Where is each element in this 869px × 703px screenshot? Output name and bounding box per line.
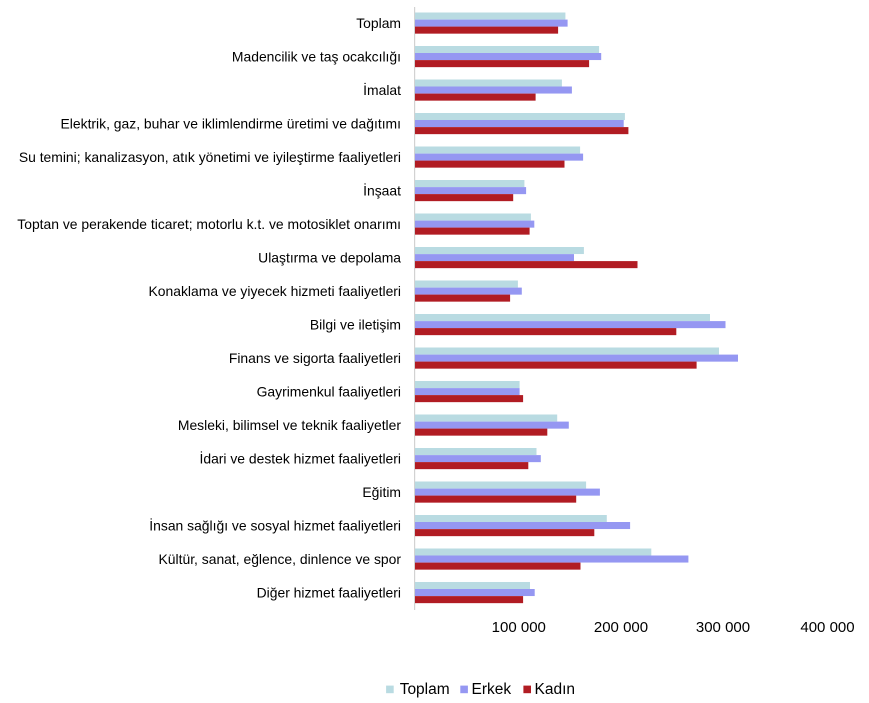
svg-text:Eğitim: Eğitim (362, 484, 401, 500)
svg-text:Kültür, sanat, eğlence, dinlen: Kültür, sanat, eğlence, dinlence ve spor (159, 551, 402, 567)
svg-text:Gayrimenkul faaliyetleri: Gayrimenkul faaliyetleri (257, 384, 401, 400)
svg-text:İdari ve destek hizmet faaliye: İdari ve destek hizmet faaliyetleri (199, 450, 401, 467)
svg-text:200 000: 200 000 (594, 619, 648, 636)
svg-text:Elektrik, gaz, buhar ve ikliml: Elektrik, gaz, buhar ve iklimlendirme ür… (61, 116, 401, 132)
svg-text:Toptan ve perakende ticaret; m: Toptan ve perakende ticaret; motorlu k.t… (17, 216, 401, 232)
svg-text:İmalat: İmalat (363, 81, 401, 98)
svg-text:Erkek: Erkek (472, 681, 512, 698)
svg-text:400 000: 400 000 (800, 619, 854, 636)
svg-text:Madencilik ve taş ocakcılığı: Madencilik ve taş ocakcılığı (232, 49, 401, 65)
svg-text:İnşaat: İnşaat (363, 182, 401, 199)
svg-text:Diğer hizmet faaliyetleri: Diğer hizmet faaliyetleri (257, 585, 401, 601)
svg-text:Toplam: Toplam (400, 681, 450, 698)
svg-text:Finans ve sigorta faaliyetleri: Finans ve sigorta faaliyetleri (229, 350, 401, 366)
svg-text:Su temini; kanalizasyon, atık: Su temini; kanalizasyon, atık yönetimi v… (19, 149, 401, 165)
svg-text:Bilgi ve iletişim: Bilgi ve iletişim (310, 317, 401, 333)
svg-text:Ulaştırma ve depolama: Ulaştırma ve depolama (258, 250, 401, 266)
svg-text:300 000: 300 000 (696, 619, 750, 636)
svg-text:Konaklama ve yiyecek hizmeti f: Konaklama ve yiyecek hizmeti faaliyetler… (149, 283, 401, 299)
svg-text:Toplam: Toplam (356, 15, 401, 31)
svg-text:Kadın: Kadın (535, 681, 576, 698)
svg-text:Mesleki, bilimsel ve teknik fa: Mesleki, bilimsel ve teknik faaliyetler (178, 417, 401, 433)
svg-text:İnsan sağlığı ve sosyal hizmet: İnsan sağlığı ve sosyal hizmet faaliyetl… (149, 517, 401, 534)
svg-text:100 000: 100 000 (492, 619, 546, 636)
